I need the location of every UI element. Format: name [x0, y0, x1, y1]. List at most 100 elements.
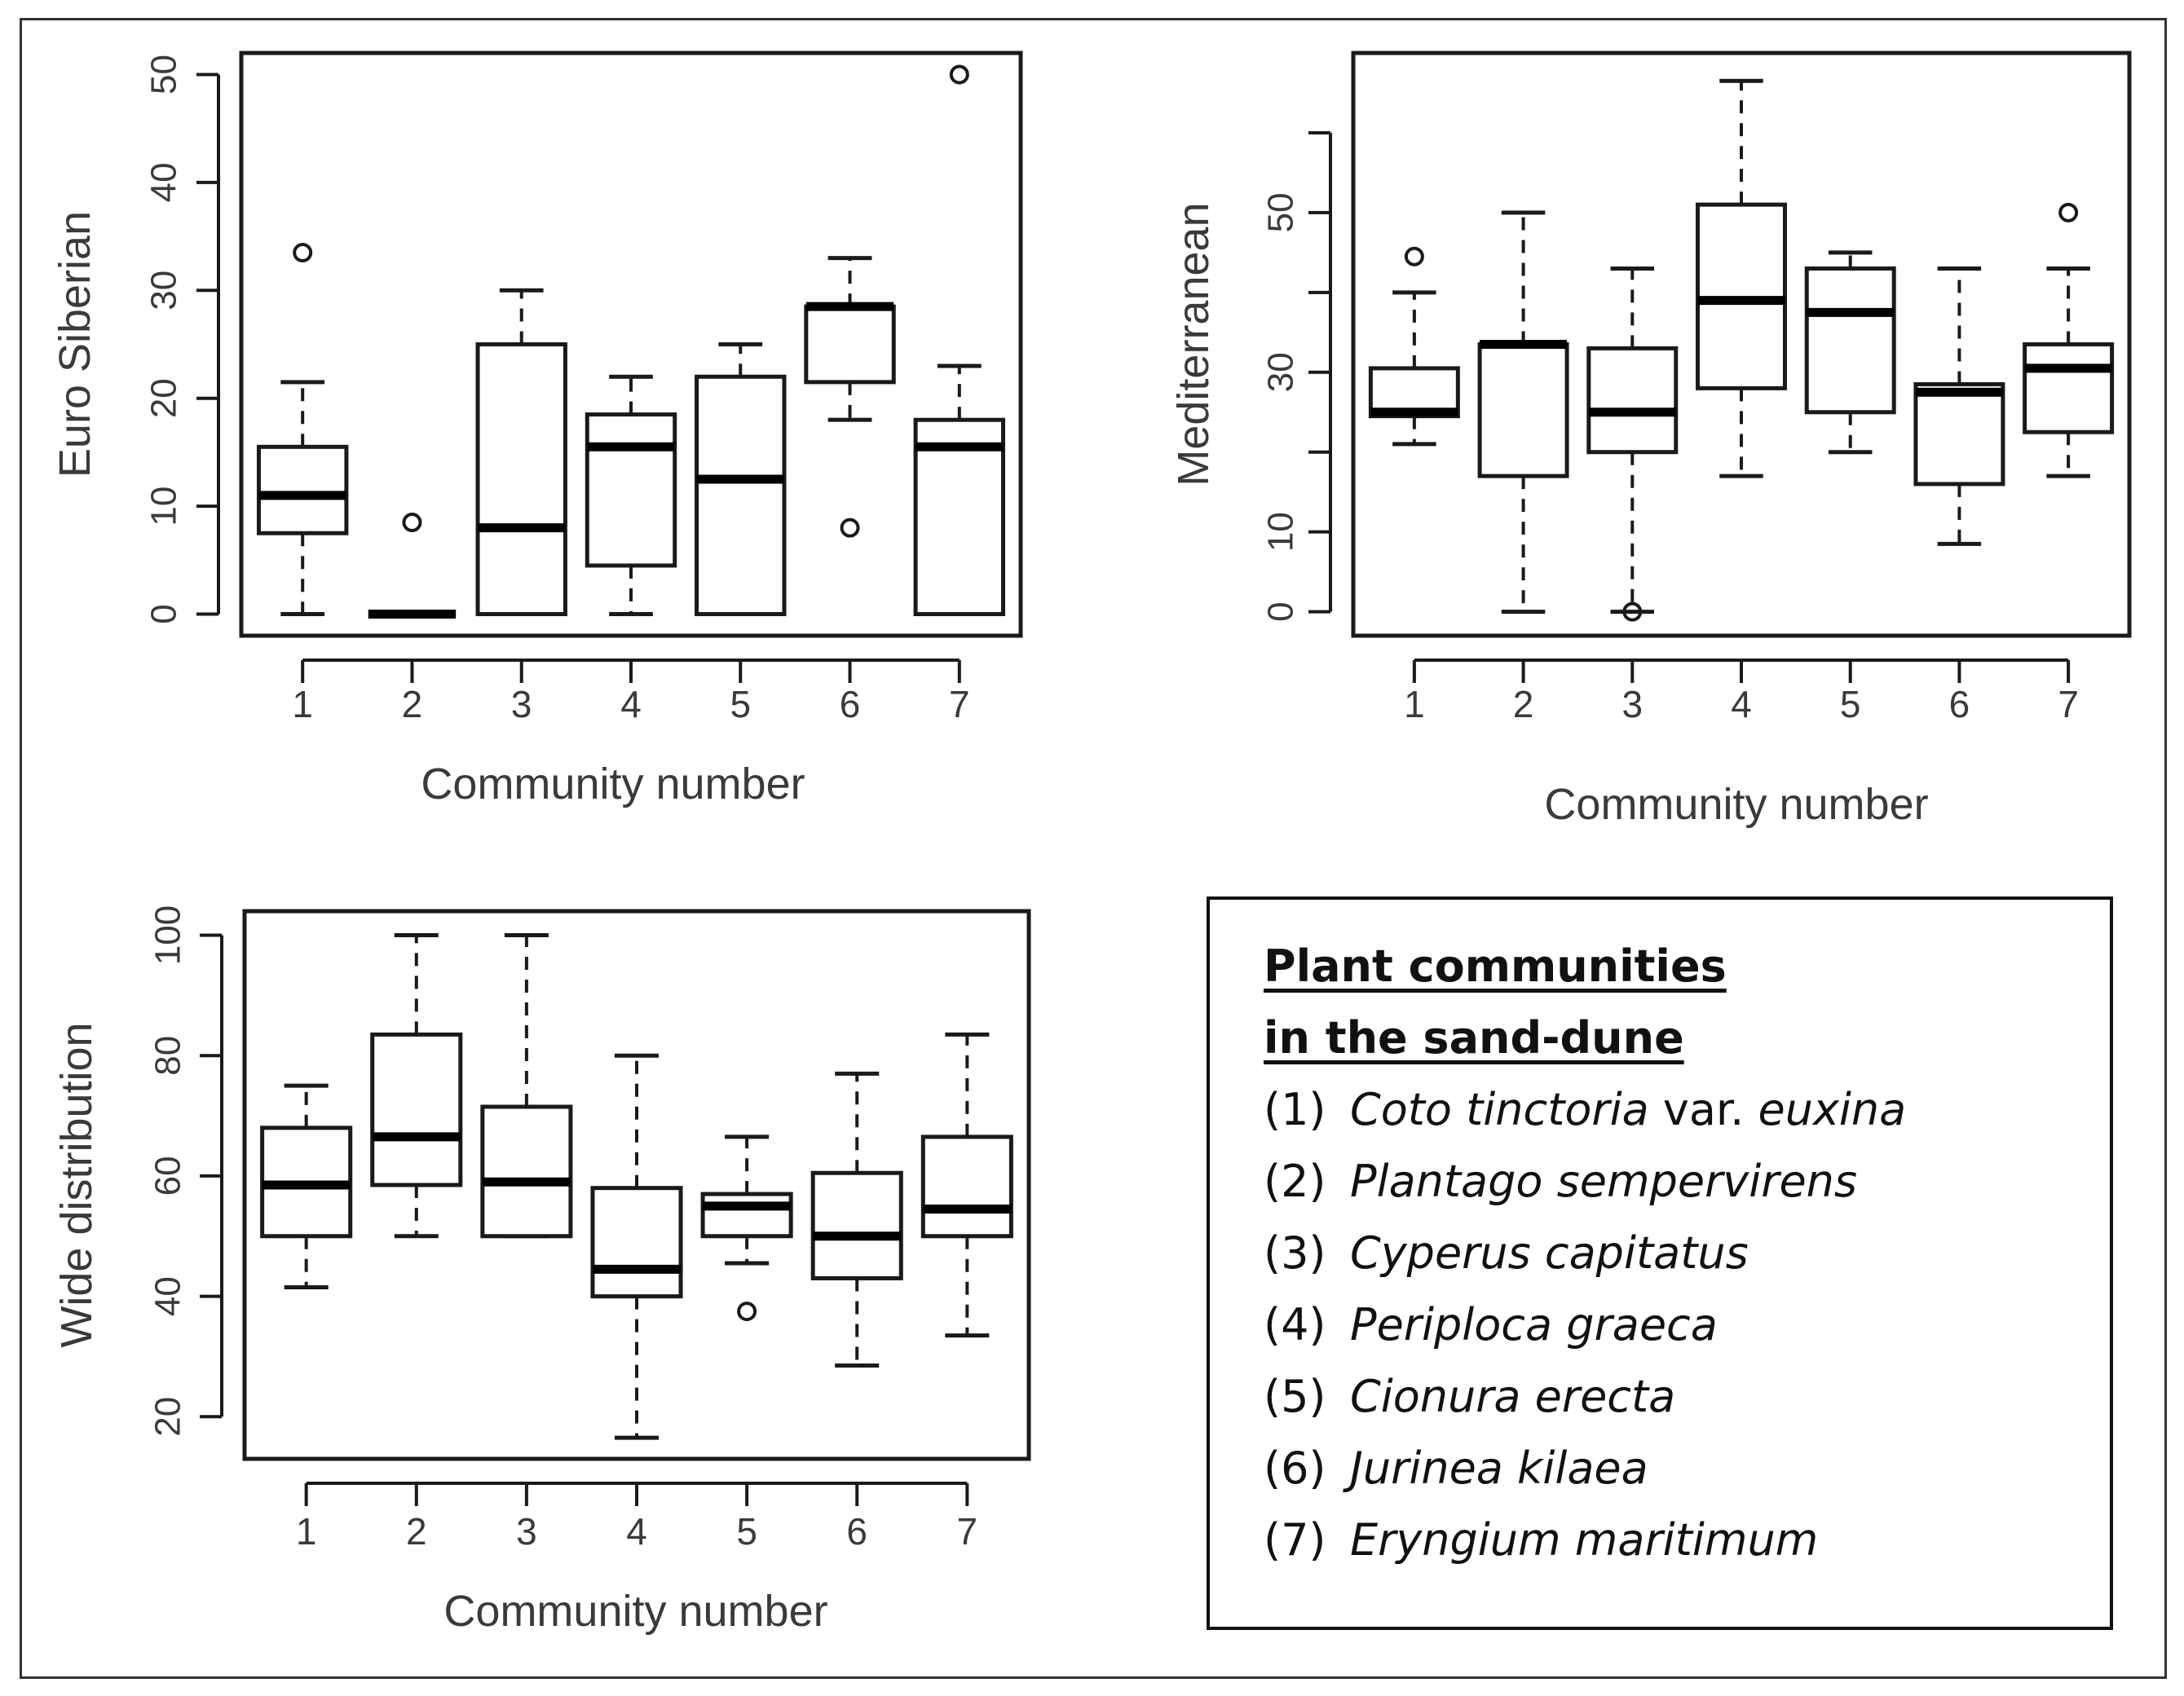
y-tick-label: 20	[143, 378, 183, 418]
legend-item: (2) Plantago sempervirens	[1264, 1156, 1857, 1207]
x-tick-label: 6	[846, 1510, 867, 1553]
y-tick-label: 0	[1260, 601, 1300, 621]
box	[370, 1032, 463, 1187]
box	[810, 1170, 903, 1280]
legend-item-number: (1)	[1264, 1084, 1326, 1135]
y-tick-label: 0	[143, 604, 183, 623]
euro-siberian-boxplot: 0 10 20 30 40 50 1 2 3 4 5 6 7 Community number Euro S…	[51, 51, 1023, 808]
box	[1913, 381, 2005, 487]
x-tick-label: 7	[2058, 683, 2079, 725]
legend-item: (3) Cyperus capitatus	[1264, 1227, 1749, 1279]
legend-item: (1) Coto tinctoria var. euxina	[1264, 1084, 1906, 1135]
outlier-point	[840, 518, 860, 538]
mediterranean-boxplot: 0 10 30 50 1 2 3 4 5 6 7 Community number Mediterran…	[1169, 51, 2132, 829]
box	[920, 1134, 1013, 1239]
box	[585, 412, 677, 568]
box	[475, 342, 567, 617]
box	[700, 1192, 793, 1239]
legend-item: (6) Jurinea kilaea	[1264, 1443, 1648, 1494]
figure-frame	[20, 18, 2167, 1679]
legend-item-extra: euxina	[1758, 1084, 1907, 1135]
box	[913, 417, 1006, 617]
x-tick-label: 2	[402, 683, 423, 725]
box	[2023, 342, 2115, 434]
legend-item-name: Cyperus capitatus	[1350, 1227, 1749, 1279]
legend-item-number: (2)	[1264, 1156, 1326, 1207]
legend-item: (4) Periploca graeca	[1264, 1299, 1718, 1350]
legend-item-name: Jurinea kilaea	[1350, 1443, 1648, 1494]
x-tick-label: 4	[1731, 683, 1752, 725]
y-tick-label: 30	[1260, 352, 1300, 392]
legend-item: (7) Eryngium maritimum	[1264, 1514, 1818, 1566]
box	[1477, 342, 1569, 478]
y-axis-title: Wide distribution	[52, 1022, 101, 1347]
box	[1586, 346, 1679, 455]
x-tick-label: 7	[957, 1510, 978, 1553]
y-axis-title: Mediterranean	[1169, 202, 1218, 486]
outlier-point	[1404, 246, 1424, 267]
y-tick-label: 40	[143, 162, 183, 202]
outlier-point	[402, 512, 422, 532]
x-tick-label: 4	[626, 1510, 647, 1553]
x-tick-label: 1	[1404, 683, 1425, 725]
legend-item-number: (6)	[1264, 1443, 1326, 1494]
x-axis-title: Community number	[443, 1587, 827, 1636]
y-tick-label: 10	[1260, 512, 1300, 552]
x-tick-label: 6	[1949, 683, 1970, 725]
x-tick-label: 2	[1513, 683, 1534, 725]
box	[480, 1104, 573, 1239]
y-axis-title: Euro Siberian	[51, 211, 99, 478]
legend-title-line1: Plant communities	[1264, 941, 1727, 992]
x-tick-label: 2	[406, 1510, 427, 1553]
y-tick-label: 50	[143, 55, 183, 95]
x-axis-title: Community number	[1544, 780, 1928, 829]
legend-item-number: (7)	[1264, 1514, 1326, 1566]
legend-item-number: (5)	[1264, 1371, 1326, 1422]
legend-item-name: Coto tinctoria	[1350, 1084, 1649, 1135]
legend-item-name: Plantago sempervirens	[1350, 1156, 1858, 1207]
legend-item-name: Eryngium maritimum	[1350, 1514, 1819, 1566]
box	[590, 1186, 683, 1299]
outlier-point	[1622, 601, 1643, 622]
box	[256, 444, 349, 535]
wide-distribution-boxplot: 20 40 60 80 100 1 2 3 4 5 6 7 Community number Wide d…	[52, 905, 1031, 1636]
y-tick-label: 100	[148, 905, 188, 965]
x-tick-label: 1	[296, 1510, 317, 1553]
legend-item-number: (4)	[1264, 1299, 1326, 1350]
x-tick-label: 3	[516, 1510, 537, 1553]
plant-communities-legend: Plant communities in the sand-dune (1) Co…	[1207, 896, 2113, 1630]
box	[1804, 266, 1896, 415]
x-tick-label: 1	[292, 683, 313, 725]
y-tick-label: 60	[148, 1156, 188, 1196]
y-tick-label: 50	[1260, 192, 1300, 232]
outlier-point	[737, 1302, 757, 1322]
x-tick-label: 3	[1621, 683, 1643, 725]
x-tick-label: 4	[620, 683, 642, 725]
x-tick-label: 5	[730, 683, 751, 725]
legend-title-line2: in the sand-dune	[1264, 1012, 1684, 1064]
y-tick-label: 20	[148, 1397, 188, 1437]
plot-area	[1351, 51, 2132, 638]
box	[804, 304, 896, 385]
y-tick-label: 10	[143, 487, 183, 526]
legend-item-name: Periploca graeca	[1350, 1299, 1718, 1350]
legend-item-name: Cionura erecta	[1350, 1371, 1676, 1422]
plot-area	[239, 51, 1023, 638]
x-axis-title: Community number	[421, 760, 805, 808]
legend-item-suffix: var.	[1648, 1084, 1758, 1135]
y-tick-label: 80	[148, 1036, 188, 1076]
legend-item: (5) Cionura erecta	[1264, 1371, 1675, 1422]
y-tick-label: 40	[148, 1276, 188, 1316]
x-tick-label: 7	[949, 683, 970, 725]
y-tick-label: 30	[143, 271, 183, 311]
x-tick-label: 5	[1840, 683, 1861, 725]
plot-area	[242, 909, 1031, 1461]
outlier-point	[2058, 202, 2079, 222]
outlier-point	[949, 64, 969, 85]
x-tick-label: 5	[736, 1510, 757, 1553]
x-tick-label: 6	[840, 683, 861, 725]
legend-item-number: (3)	[1264, 1227, 1326, 1279]
outlier-point	[293, 242, 313, 262]
x-tick-label: 3	[511, 683, 532, 725]
box	[695, 374, 787, 617]
